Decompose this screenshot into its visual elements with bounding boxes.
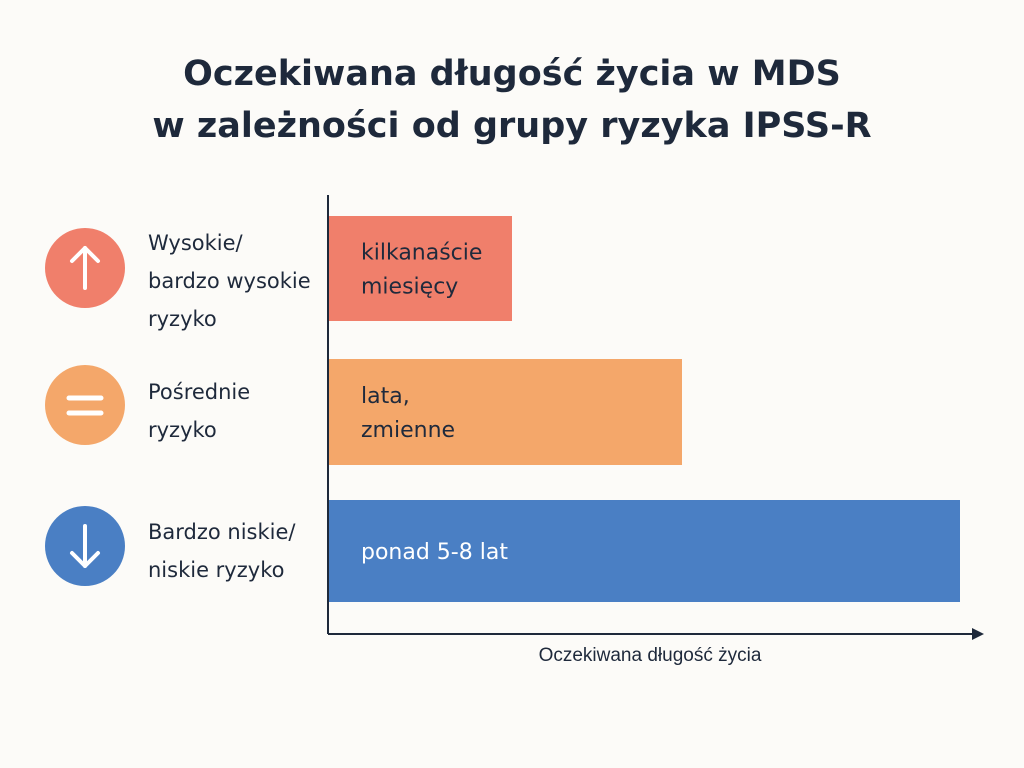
- arrow-down-icon: [70, 524, 100, 568]
- intermediate-risk-badge: [45, 365, 125, 445]
- category-label-line: Wysokie/: [148, 231, 243, 255]
- category-label-intermediate-risk: Pośrednie ryzyko: [148, 373, 250, 449]
- category-label-line: Pośrednie: [148, 380, 251, 404]
- bar-label-2-line-0: ponad 5-8 lat: [361, 540, 508, 565]
- arrow-up-icon: [70, 246, 100, 290]
- category-label-line: niskie ryzyko: [148, 558, 285, 582]
- x-axis-title: Oczekiwana długość życia: [538, 645, 762, 666]
- bar-label-1-line-0: lata,: [361, 384, 410, 409]
- bar-label-0-line-0: kilkanaście: [361, 241, 482, 266]
- category-label-line: ryzyko: [148, 418, 217, 442]
- x-axis-arrow-icon: [972, 628, 984, 640]
- bar-label-1-line-1: zmienne: [361, 418, 455, 443]
- bar-0: [329, 216, 512, 321]
- bar-1: [329, 359, 682, 465]
- category-label-line: bardzo wysokie: [148, 269, 311, 293]
- high-risk-badge: [45, 228, 125, 308]
- bar-label-0-line-1: miesięcy: [361, 275, 458, 300]
- category-label-line: Bardzo niskie/: [148, 520, 296, 544]
- chart-title-line-2: w zależności od grupy ryzyka IPSS-R: [152, 106, 872, 146]
- low-risk-badge: [45, 506, 125, 586]
- chart-title-line-1: Oczekiwana długość życia w MDS: [183, 54, 841, 94]
- bars-layer: kilkanaście miesięcy lata, zmienne ponad 5-8…: [329, 216, 960, 602]
- equals-icon: [66, 395, 104, 416]
- category-label-low-risk: Bardzo niskie/ niskie ryzyko: [148, 513, 296, 589]
- category-label-line: ryzyko: [148, 307, 217, 331]
- category-label-high-risk: Wysokie/ bardzo wysokie ryzyko: [148, 224, 311, 338]
- chart-title: Oczekiwana długość życia w MDS w zależno…: [0, 48, 1024, 152]
- bar-2: [329, 500, 960, 602]
